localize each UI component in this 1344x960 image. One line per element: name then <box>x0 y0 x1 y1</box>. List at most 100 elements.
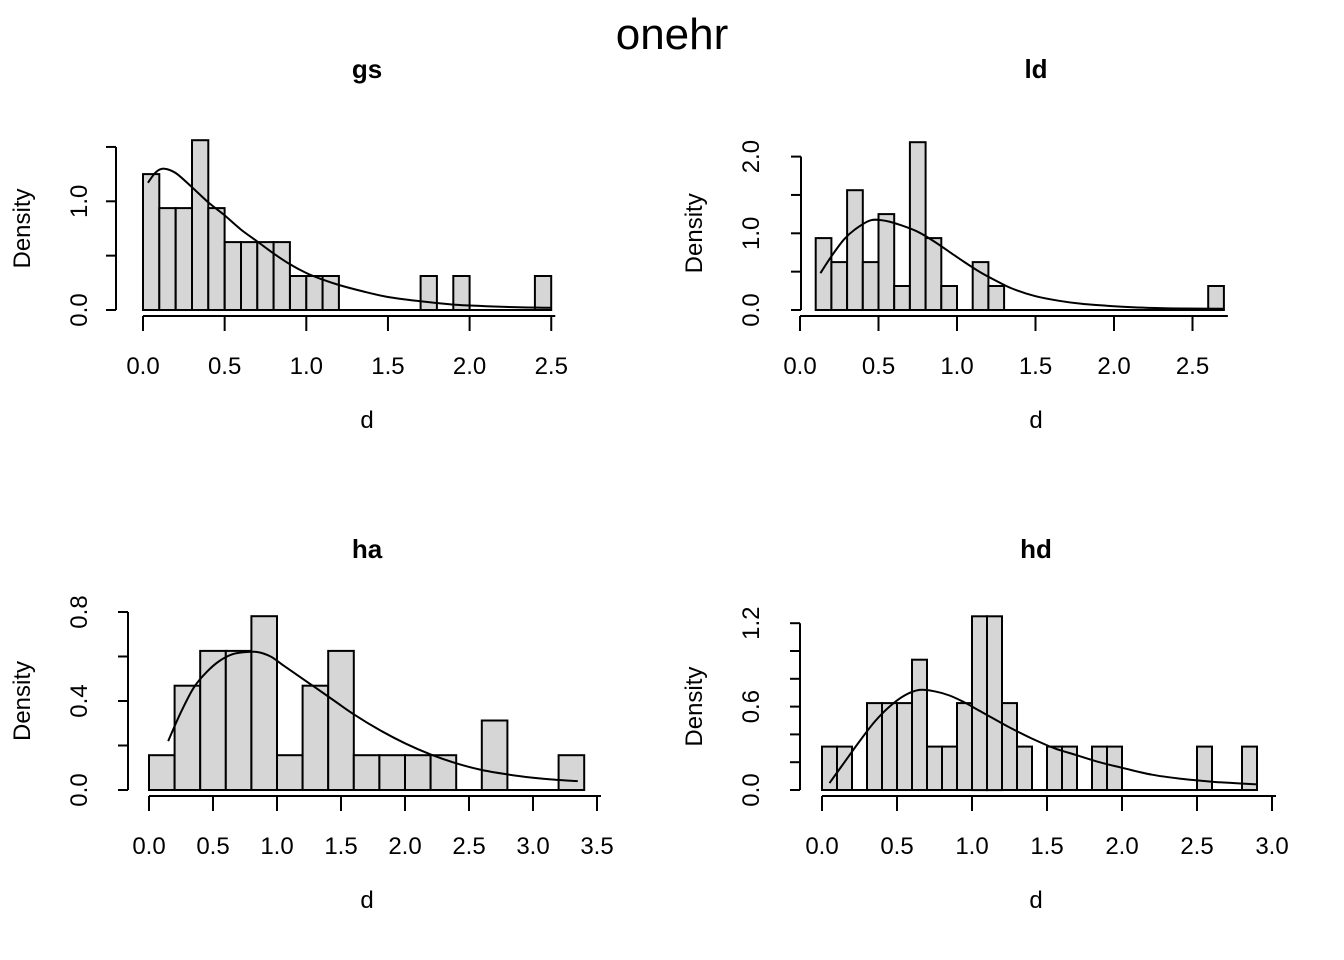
x-tick-label: 0.0 <box>126 353 159 380</box>
y-tick-label: 0.0 <box>66 293 93 326</box>
histogram-bar <box>1207 285 1225 311</box>
x-axis-title: d <box>1029 887 1042 914</box>
histogram-bar <box>533 275 553 311</box>
y-tick-label: 0.8 <box>66 595 93 628</box>
histogram-bar <box>276 754 304 792</box>
histogram-bar <box>1046 745 1063 792</box>
x-axis-title: d <box>360 407 373 434</box>
histogram-bar <box>1016 745 1033 792</box>
histogram-bar <box>404 754 432 792</box>
y-tick-label: 1.2 <box>738 607 765 640</box>
histogram-panel-hd: hd 0.0 0.5 1.0 1.5 2.0 2.5 3.0 d 0.0 0.6 1.2 Density <box>681 534 1289 914</box>
histogram-bar <box>148 754 176 792</box>
y-axis-title: Density <box>9 661 36 741</box>
x-tick-label: 0.0 <box>783 353 816 380</box>
histogram-bar <box>158 207 177 312</box>
x-tick-label: 1.5 <box>1019 353 1052 380</box>
histogram-bar <box>301 684 330 791</box>
histogram-bar <box>207 207 226 312</box>
histogram-bar <box>971 615 988 792</box>
x-tick-label: 2.0 <box>453 353 486 380</box>
y-tick-label: 0.6 <box>738 690 765 723</box>
density-curve <box>828 688 1258 786</box>
histogram-bar <box>861 261 880 312</box>
histogram-bar <box>924 237 943 312</box>
density-curve <box>167 650 578 783</box>
x-tick-label: 2.5 <box>1180 833 1213 860</box>
histogram-panel-ha: ha 0.0 0.5 1.0 1.5 2.0 2.5 3.0 3.5 d 0.0 0.4 0.8 Dens… <box>9 534 614 914</box>
density-curve <box>819 218 1224 310</box>
x-axis-title: d <box>1029 407 1042 434</box>
panel-title: ld <box>1024 54 1047 84</box>
histogram-bar <box>1061 745 1078 792</box>
y-tick-label: 0.4 <box>66 684 93 717</box>
x-tick-label: 1.0 <box>290 353 323 380</box>
histogram-bar <box>250 615 278 791</box>
histogram-bar <box>846 189 864 311</box>
panel-title: hd <box>1020 534 1052 564</box>
histogram-panel-ld: ld 0.0 0.5 1.0 1.5 2.0 2.5 d 0.0 1.0 2.0 Density <box>681 54 1228 434</box>
histogram-bar <box>987 285 1006 311</box>
x-tick-label: 1.0 <box>955 833 988 860</box>
x-tick-label: 3.5 <box>580 833 613 860</box>
histogram-bar <box>1241 745 1258 792</box>
histogram-bar <box>877 213 896 312</box>
x-tick-label: 0.0 <box>132 833 165 860</box>
histogram-bar <box>191 139 210 311</box>
x-tick-label: 1.0 <box>940 353 973 380</box>
x-tick-label: 1.5 <box>1030 833 1063 860</box>
histogram-bar <box>174 207 193 312</box>
x-tick-label: 2.5 <box>1176 353 1209 380</box>
panel-title: gs <box>352 54 382 84</box>
histogram-bar <box>429 754 458 792</box>
histogram-bar <box>1196 745 1213 792</box>
x-axis-title: d <box>360 887 373 914</box>
density-curve <box>147 167 552 309</box>
histogram-panel-gs: gs 0.0 0.5 1.0 1.5 2.0 2.5 d 0.0 1.0 Density <box>9 54 568 434</box>
x-tick-label: 0.5 <box>208 353 241 380</box>
x-tick-label: 0.5 <box>862 353 895 380</box>
histogram-bar <box>224 649 253 791</box>
histogram-bar <box>911 658 928 791</box>
histogram-bar <box>378 754 406 792</box>
x-tick-label: 2.0 <box>388 833 421 860</box>
x-tick-label: 3.0 <box>1255 833 1288 860</box>
x-tick-label: 1.5 <box>324 833 357 860</box>
histogram-bar <box>142 173 161 311</box>
histogram-bar <box>926 745 943 792</box>
histogram-bar <box>327 649 355 791</box>
x-tick-label: 0.0 <box>805 833 838 860</box>
y-tick-label: 2.0 <box>738 140 765 173</box>
y-axis-title: Density <box>681 193 708 273</box>
histogram-bar <box>223 241 242 312</box>
histogram-bar <box>480 719 509 791</box>
histogram-bar <box>352 754 381 792</box>
x-tick-label: 3.0 <box>516 833 549 860</box>
panel-title: ha <box>352 534 383 564</box>
x-tick-label: 1.0 <box>260 833 293 860</box>
histogram-bar <box>1091 745 1108 792</box>
y-tick-label: 0.0 <box>66 773 93 806</box>
histogram-bar <box>199 649 227 791</box>
y-tick-label: 0.0 <box>738 773 765 806</box>
histogram-bar <box>941 745 958 792</box>
y-axis-title: Density <box>681 667 708 747</box>
figure-title: onehr <box>615 10 729 59</box>
y-tick-label: 1.0 <box>738 217 765 250</box>
histogram-bar <box>289 275 308 311</box>
histogram-bar <box>419 275 438 311</box>
histogram-bar <box>896 702 913 792</box>
x-tick-label: 0.5 <box>880 833 913 860</box>
histogram-bar <box>893 285 911 311</box>
histogram-bar <box>821 745 838 792</box>
histogram-bar <box>956 702 973 792</box>
histogram-bar <box>830 261 849 312</box>
x-tick-label: 1.5 <box>371 353 404 380</box>
histogram-bar <box>173 684 202 791</box>
histogram-bar <box>305 275 324 311</box>
y-tick-label: 0.0 <box>738 293 765 326</box>
histogram-bar <box>1001 702 1018 792</box>
x-tick-label: 2.0 <box>1105 833 1138 860</box>
